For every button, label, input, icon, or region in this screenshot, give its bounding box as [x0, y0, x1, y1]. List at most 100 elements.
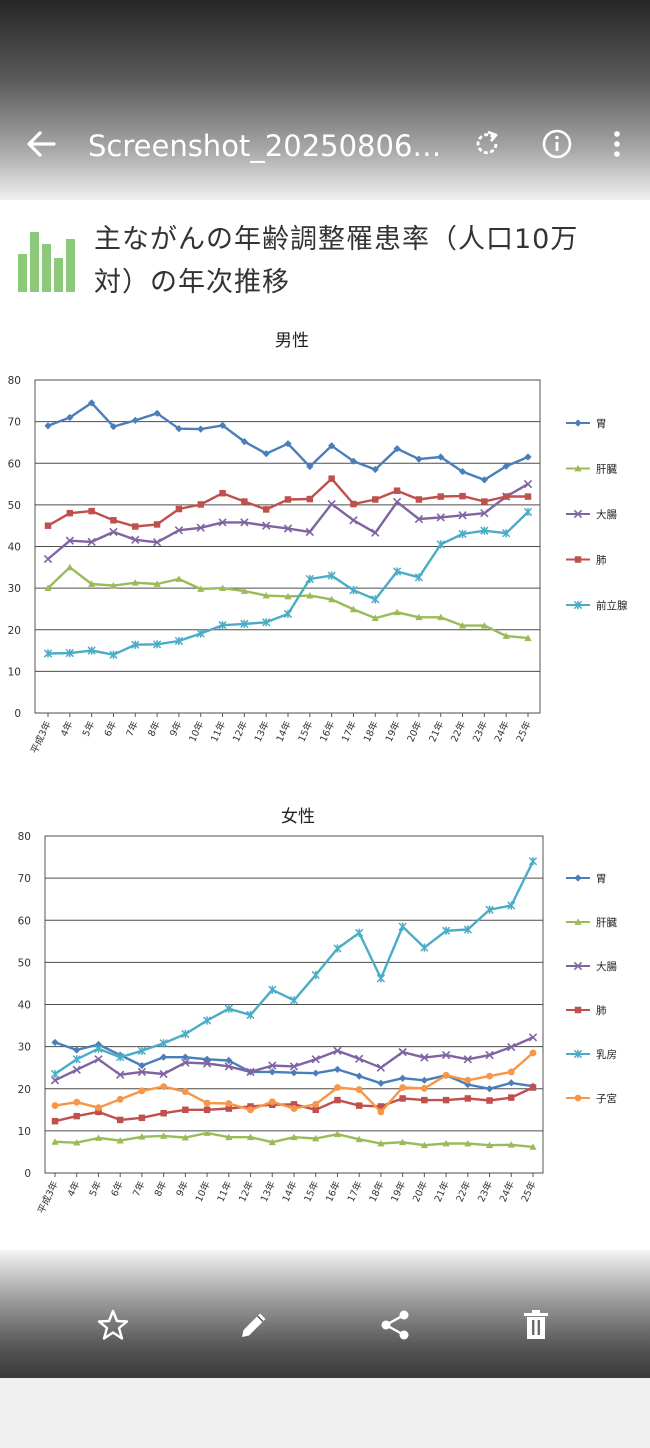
x-tick-label: 6年 [108, 1179, 126, 1199]
x-tick-label: 10年 [186, 719, 206, 744]
data-point [160, 1132, 168, 1139]
y-tick-label: 0 [14, 708, 21, 720]
data-point [175, 575, 183, 582]
data-point [94, 1055, 103, 1064]
data-point [137, 1046, 147, 1055]
data-point [480, 621, 488, 629]
data-point [306, 495, 314, 503]
data-point [305, 527, 314, 537]
data-point [219, 489, 226, 497]
x-tick-label: 7年 [124, 719, 142, 739]
data-point [392, 497, 402, 507]
data-point [116, 1070, 125, 1080]
data-point [131, 640, 140, 649]
data-point [312, 1106, 319, 1114]
data-point [414, 514, 424, 524]
data-point [523, 479, 533, 489]
data-point [442, 1139, 450, 1147]
data-point [349, 605, 358, 613]
data-point [420, 1084, 428, 1092]
data-point [109, 423, 118, 431]
legend-marker [573, 961, 583, 971]
data-point [218, 621, 227, 630]
data-point [334, 1096, 341, 1104]
legend-marker [573, 1049, 583, 1059]
data-point [437, 613, 445, 621]
legend-label: 肺 [596, 555, 607, 567]
data-point [73, 1112, 80, 1120]
data-point [502, 493, 510, 500]
female-chart-svg: 女性 0 10 20 30 40 50 60 70 80 平成3年 4年 5年 6年 7年 8年 9年 10年 11… [18, 807, 618, 1216]
data-point [415, 613, 423, 621]
share-icon[interactable] [378, 1308, 412, 1342]
bar-chart-icon [18, 232, 75, 292]
star-icon[interactable] [96, 1308, 130, 1342]
x-tick-label: 9年 [167, 719, 185, 739]
data-point [137, 1067, 147, 1077]
data-point [372, 496, 379, 503]
data-point [458, 621, 467, 629]
x-tick-label: 15年 [301, 1179, 321, 1204]
data-point [420, 1076, 428, 1084]
data-point [311, 1055, 320, 1064]
rotate-icon[interactable] [470, 126, 504, 162]
trash-icon[interactable] [519, 1308, 553, 1342]
data-point [480, 526, 489, 535]
x-tick-label: 20年 [405, 719, 425, 744]
data-point [132, 523, 139, 530]
data-point [420, 1053, 429, 1062]
x-tick-label: 8年 [145, 719, 163, 739]
data-point [241, 498, 248, 505]
data-point [88, 507, 95, 515]
legend-marker [573, 600, 583, 610]
legend-label: 肝臓 [596, 464, 617, 476]
x-tick-label: 23年 [475, 1179, 495, 1204]
data-point [377, 1103, 385, 1110]
data-point [196, 629, 205, 638]
legend-marker [574, 918, 582, 925]
data-point [181, 1058, 190, 1067]
data-point [442, 1071, 450, 1079]
data-point [485, 905, 494, 914]
x-tick-label: 平成3年 [28, 719, 54, 756]
data-point [116, 1136, 124, 1144]
data-point [268, 1068, 276, 1076]
x-tick-label: 19年 [388, 1179, 408, 1204]
document-image: 主ながんの年齢調整罹患率（人口10万対）の年次推移 男性 0 10 20 30 40 50 6… [0, 200, 650, 1250]
x-tick-label: 19年 [383, 719, 403, 744]
x-tick-label: 11年 [215, 1179, 235, 1204]
data-point [283, 609, 293, 619]
x-tick-label: 25年 [514, 719, 534, 744]
data-point [289, 1062, 299, 1071]
data-point [224, 1004, 233, 1013]
data-point [507, 1141, 515, 1148]
more-vert-icon[interactable] [600, 126, 634, 162]
data-point [73, 1098, 81, 1106]
data-point [507, 901, 516, 910]
data-point [355, 1102, 363, 1109]
back-arrow-icon[interactable] [24, 126, 58, 162]
data-point [138, 1133, 146, 1140]
data-point [51, 1138, 59, 1145]
data-point [138, 1061, 146, 1070]
edit-pencil-icon[interactable] [237, 1308, 271, 1342]
data-point [65, 648, 74, 658]
legend-marker [574, 419, 582, 427]
data-point [507, 1068, 515, 1076]
data-point [65, 536, 74, 545]
x-tick-label: 5年 [87, 1179, 105, 1199]
data-point [311, 970, 320, 980]
data-point [399, 1095, 406, 1102]
data-point [442, 1096, 450, 1104]
data-point [94, 1040, 103, 1049]
data-point [94, 1134, 103, 1141]
data-point [420, 1141, 428, 1149]
system-nav-area [0, 1378, 650, 1448]
data-point [202, 1059, 212, 1068]
x-tick-label: 18年 [361, 719, 381, 744]
legend-label: 前立腺 [596, 599, 628, 612]
info-icon[interactable] [540, 126, 574, 162]
data-point [225, 1133, 233, 1141]
x-tick-label: 24年 [497, 1179, 517, 1204]
data-point [94, 1044, 103, 1053]
